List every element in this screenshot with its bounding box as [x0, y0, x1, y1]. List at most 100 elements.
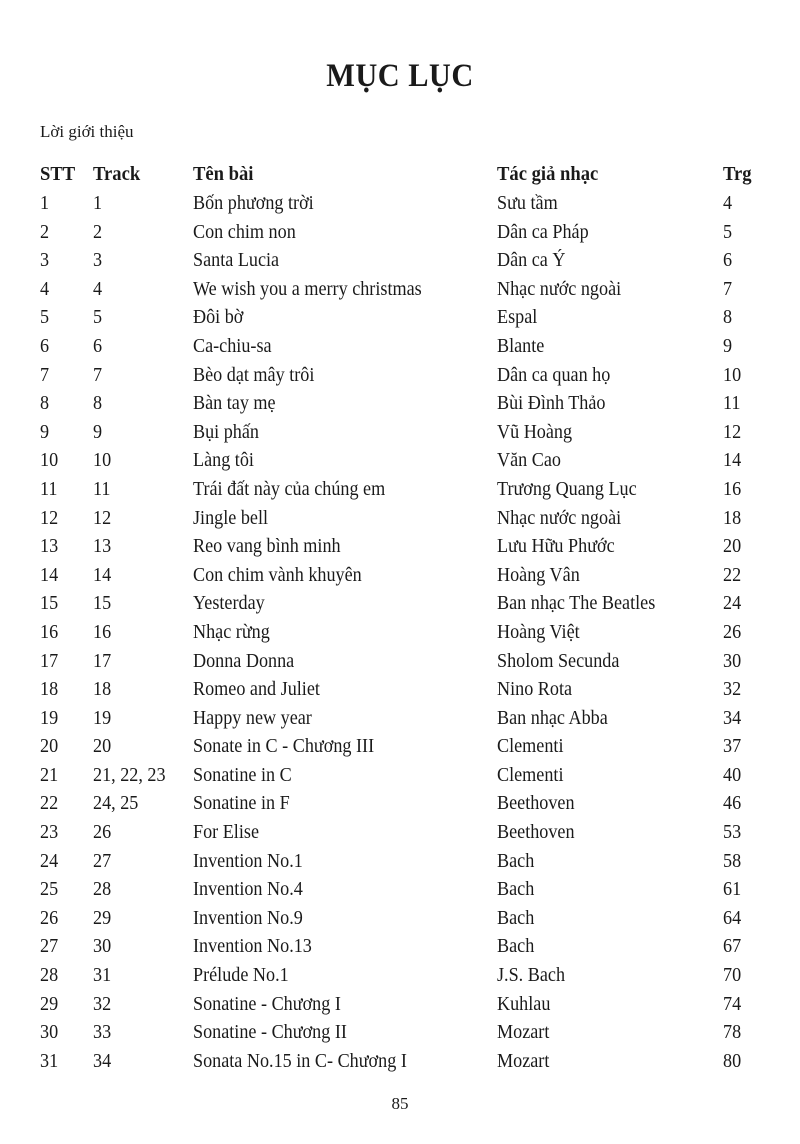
track-cell: 24, 25	[93, 793, 139, 815]
page-cell: 5	[723, 221, 733, 243]
track-cell: 30	[93, 936, 112, 958]
stt-cell: 2	[40, 221, 50, 243]
page-cell: 20	[723, 536, 742, 558]
song-title-cell: Sonatine in C	[193, 764, 292, 786]
track-cell: 11	[93, 478, 111, 500]
stt-cell: 31	[40, 1050, 59, 1072]
stt-cell: 4	[40, 278, 50, 300]
table-row: 2 2 Con chim non Dân ca Pháp 5	[0, 219, 800, 248]
stt-cell: 15	[40, 593, 59, 615]
song-title-cell: Sonate in C - Chương III	[193, 736, 375, 758]
stt-cell: 10	[40, 450, 59, 472]
track-cell: 15	[93, 593, 112, 615]
stt-cell: 24	[40, 850, 59, 872]
song-title-cell: Sonatine - Chương II	[193, 1022, 347, 1044]
table-row: 5 5 Đôi bờ Espal 8	[0, 304, 800, 333]
track-cell: 12	[93, 507, 112, 529]
composer-cell: Sưu tầm	[497, 193, 558, 214]
page-cell: 40	[723, 764, 742, 786]
song-title-cell: Romeo and Juliet	[193, 679, 320, 701]
table-row: 22 24, 25 Sonatine in F Beethoven 46	[0, 790, 800, 819]
song-title-cell: Sonatine - Chương I	[193, 993, 341, 1015]
track-cell: 2	[93, 221, 103, 243]
song-title-cell: Santa Lucia	[193, 250, 280, 272]
composer-cell: Mozart	[497, 1022, 550, 1044]
page-cell: 34	[723, 707, 742, 729]
song-title-cell: Jingle bell	[193, 507, 269, 529]
song-title-cell: Con chim vành khuyên	[193, 564, 362, 586]
song-title-cell: Yesterday	[193, 593, 265, 615]
table-row: 13 13 Reo vang bình minh Lưu Hữu Phước 20	[0, 533, 800, 562]
page-number: 85	[391, 1094, 409, 1113]
page-cell: 26	[723, 621, 742, 643]
stt-cell: 12	[40, 507, 59, 529]
stt-cell: 26	[40, 907, 59, 929]
table-row: 1 1 Bốn phương trời Sưu tầm 4	[0, 190, 800, 219]
track-cell: 19	[93, 707, 112, 729]
stt-cell: 19	[40, 707, 59, 729]
table-row: 3 3 Santa Lucia Dân ca Ý 6	[0, 247, 800, 276]
composer-cell: Bach	[497, 850, 535, 872]
page-cell: 64	[723, 907, 742, 929]
table-row: 25 28 Invention No.4 Bach 61	[0, 876, 800, 905]
table-row: 19 19 Happy new year Ban nhạc Abba 34	[0, 705, 800, 734]
stt-cell: 5	[40, 307, 50, 329]
composer-cell: Sholom Secunda	[497, 650, 620, 672]
track-cell: 29	[93, 907, 112, 929]
song-title-cell: Nhạc rừng	[193, 621, 270, 643]
table-row: 17 17 Donna Donna Sholom Secunda 30	[0, 648, 800, 677]
song-title-cell: Donna Donna	[193, 650, 295, 672]
stt-cell: 21	[40, 764, 59, 786]
stt-cell: 23	[40, 822, 59, 844]
table-row: 7 7 Bèo dạt mây trôi Dân ca quan họ 10	[0, 362, 800, 391]
table-row: 8 8 Bàn tay mẹ Bùi Đình Thảo 11	[0, 390, 800, 419]
page-cell: 8	[723, 307, 733, 329]
composer-cell: Dân ca Pháp	[497, 221, 589, 243]
header-page: Trg	[723, 163, 752, 185]
stt-cell: 8	[40, 393, 50, 415]
track-cell: 32	[93, 993, 112, 1015]
track-cell: 3	[93, 250, 103, 272]
song-title-cell: Con chim non	[193, 221, 296, 243]
composer-cell: Bach	[497, 879, 535, 901]
song-title-cell: Làng tôi	[193, 450, 254, 472]
composer-cell: Hoàng Vân	[497, 564, 580, 586]
composer-cell: Bach	[497, 936, 535, 958]
page-cell: 37	[723, 736, 742, 758]
song-title-cell: Ca-chiu-sa	[193, 335, 272, 357]
track-cell: 18	[93, 679, 112, 701]
table-row: 29 32 Sonatine - Chương I Kuhlau 74	[0, 991, 800, 1020]
page-cell: 58	[723, 850, 742, 872]
track-cell: 26	[93, 822, 112, 844]
song-title-cell: Invention No.9	[193, 907, 303, 929]
table-row: 14 14 Con chim vành khuyên Hoàng Vân 22	[0, 562, 800, 591]
page-cell: 7	[723, 278, 733, 300]
page-cell: 10	[723, 364, 742, 386]
stt-cell: 7	[40, 364, 50, 386]
table-row: 26 29 Invention No.9 Bach 64	[0, 905, 800, 934]
track-cell: 1	[93, 193, 103, 214]
composer-cell: Beethoven	[497, 793, 575, 815]
table-row: 20 20 Sonate in C - Chương III Clementi 37	[0, 733, 800, 762]
song-title-cell: Bèo dạt mây trôi	[193, 364, 315, 386]
track-cell: 20	[93, 736, 112, 758]
stt-cell: 20	[40, 736, 59, 758]
stt-cell: 13	[40, 536, 59, 558]
page-cell: 9	[723, 335, 733, 357]
stt-cell: 30	[40, 1022, 59, 1044]
table-row: 24 27 Invention No.1 Bach 58	[0, 848, 800, 877]
track-cell: 7	[93, 364, 103, 386]
composer-cell: Dân ca quan họ	[497, 364, 611, 386]
song-title-cell: Invention No.13	[193, 936, 312, 958]
track-cell: 31	[93, 965, 112, 987]
stt-cell: 1	[40, 193, 50, 214]
table-row: 11 11 Trái đất này của chúng em Trương Quan…	[0, 476, 800, 505]
composer-cell: Lưu Hữu Phước	[497, 536, 615, 558]
track-cell: 13	[93, 536, 112, 558]
page-cell: 4	[723, 193, 733, 214]
composer-cell: Nhạc nước ngoài	[497, 507, 622, 529]
track-cell: 17	[93, 650, 112, 672]
table-row: 9 9 Bụi phấn Vũ Hoàng 12	[0, 419, 800, 448]
table-header: STT Track Tên bài Tác giả nhạc Trg	[0, 160, 800, 190]
composer-cell: Nhạc nước ngoài	[497, 278, 622, 300]
